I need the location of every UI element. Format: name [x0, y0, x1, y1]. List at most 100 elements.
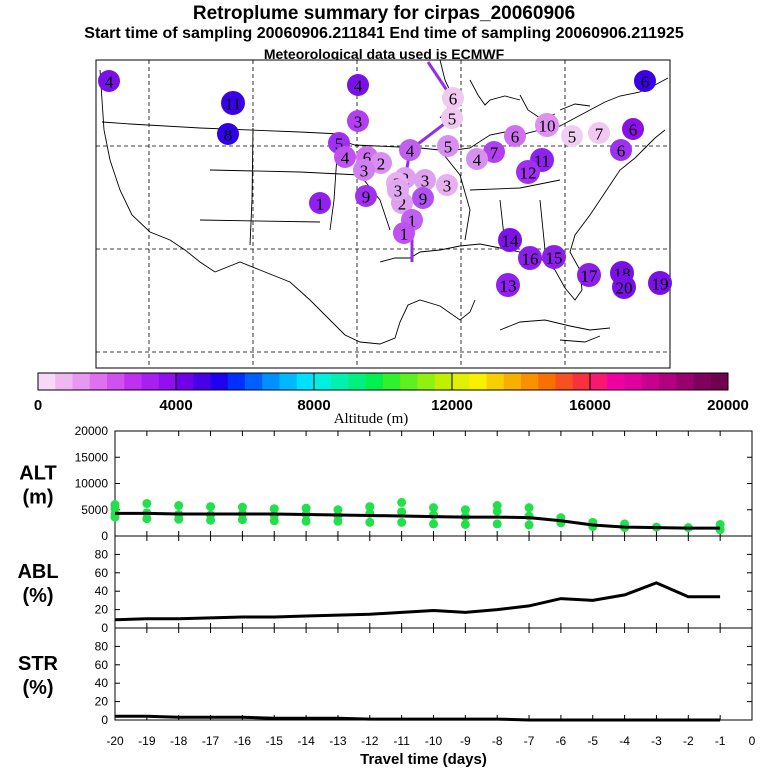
colorbar-swatch: [107, 373, 125, 390]
colorbar-swatch: [659, 373, 677, 390]
altitude-point: [174, 501, 184, 511]
y-tick-label: 5000: [81, 503, 108, 517]
y-tick-label: 10000: [75, 477, 109, 491]
colorbar-swatch: [417, 373, 436, 390]
plume-marker: [648, 271, 672, 295]
plume-marker-label: 3: [421, 172, 430, 191]
x-tick-label: -9: [460, 734, 471, 748]
plume-marker-label: 6: [629, 121, 638, 140]
plume-marker-label: 6: [363, 149, 372, 168]
y-tick-label: 20000: [75, 424, 109, 438]
met-data-note: Meteorological data used is ECMWF: [263, 46, 505, 62]
plume-marker-label: 19: [652, 275, 669, 294]
altitude-point: [142, 514, 152, 524]
altitude-point: [269, 516, 279, 526]
plume-marker: [498, 228, 522, 252]
altitude-point: [397, 517, 407, 527]
x-tick-label: -3: [651, 734, 662, 748]
colorbar-swatch: [383, 373, 401, 390]
colorbar-swatch: [710, 373, 729, 390]
plume-marker: [441, 107, 463, 129]
plume-marker-label: 6: [617, 142, 626, 161]
y-tick-label: 20: [95, 695, 109, 709]
plume-marker-label: 15: [546, 249, 563, 268]
colorbar-tick-label: 16000: [569, 397, 611, 414]
altitude-point: [715, 525, 725, 535]
x-tick-label: -7: [524, 734, 535, 748]
colorbar-swatch: [434, 373, 453, 390]
plume-marker-label: 5: [335, 135, 344, 154]
colorbar-swatch: [538, 373, 556, 390]
panel-ylabel-unit: (%): [22, 677, 53, 699]
colorbar-tick-label: 12000: [431, 397, 473, 414]
colorbar-swatch: [89, 373, 108, 390]
colorbar-swatch: [331, 373, 349, 390]
altitude-point: [142, 498, 152, 508]
plume-marker-label: 14: [502, 232, 520, 251]
plume-marker: [399, 139, 421, 161]
plume-marker-label: 5: [444, 138, 453, 157]
plume-marker-label: 3: [443, 177, 452, 196]
plume-marker: [437, 135, 459, 157]
map-coastlines: [99, 59, 669, 345]
plume-marker: [588, 122, 610, 144]
colorbar-swatch: [55, 373, 73, 390]
plume-marker: [370, 152, 392, 174]
plume-marker: [535, 113, 559, 137]
x-tick-label: -10: [425, 734, 443, 748]
plume-marker: [414, 169, 436, 191]
colorbar-xlabel: Altitude (m): [334, 411, 409, 427]
plume-marker: [442, 87, 464, 109]
colorbar-swatch: [124, 373, 142, 390]
colorbar-swatch: [210, 373, 229, 390]
plume-marker: [334, 146, 356, 168]
y-tick-label: 0: [101, 529, 108, 543]
colorbar-swatch: [400, 373, 418, 390]
x-tick-label: -14: [297, 734, 315, 748]
colorbar-tick-label: 4000: [159, 397, 192, 414]
altitude-point: [492, 506, 502, 516]
altitude-point: [174, 514, 184, 524]
x-tick-label: -6: [556, 734, 567, 748]
series-line-str: [115, 714, 721, 722]
x-tick-label: -20: [106, 734, 124, 748]
panel-str: 0 20 40 60 80 STR(%): [18, 627, 753, 727]
colorbar-swatch: [193, 373, 211, 390]
colorbar-swatch: [158, 373, 177, 390]
colorbar-swatch: [469, 373, 487, 390]
plume-marker-label: 5: [448, 110, 457, 129]
panel-alt: 0 5000 10000 15000 20000 ALT(m): [19, 424, 753, 543]
plume-marker: [612, 275, 636, 299]
plume-marker: [516, 160, 540, 184]
colorbar-swatch: [521, 373, 539, 390]
plume-marker: [347, 74, 369, 96]
colorbar-swatch: [503, 373, 522, 390]
altitude-colorbar: 0 4000 8000 12000 16000 20000 Altitude (m): [34, 372, 749, 427]
panel-ylabel-unit: (m): [22, 487, 53, 509]
series-line-alt: [115, 511, 721, 530]
colorbar-tick-label: 0: [34, 397, 42, 414]
altitude-point: [365, 502, 375, 512]
plume-marker-label: 1: [408, 212, 417, 231]
x-tick-label: -13: [329, 734, 347, 748]
plume-marker-label: 4: [406, 142, 415, 161]
x-tick-label: 0: [749, 734, 756, 748]
colorbar-swatch: [296, 373, 315, 390]
y-tick-label: 60: [95, 566, 109, 580]
plume-marker-label: 11: [225, 95, 241, 114]
plume-marker-label: 3: [394, 182, 403, 201]
plume-marker-label: 13: [500, 277, 517, 296]
plume-marker-label: 6: [511, 128, 520, 147]
plume-marker-label: 4: [105, 73, 114, 92]
altitude-point: [301, 503, 311, 513]
plume-marker-label: 2: [377, 155, 386, 174]
colorbar-swatch: [555, 373, 574, 390]
colorbar-swatch: [452, 373, 470, 390]
plume-marker-label: 7: [595, 125, 604, 144]
x-tick-label: -1: [715, 734, 726, 748]
colorbar-swatch: [279, 373, 298, 390]
colorbar-swatch: [38, 373, 56, 390]
plume-marker: [504, 125, 526, 147]
plume-marker: [483, 141, 505, 163]
plume-marker: [309, 192, 331, 214]
